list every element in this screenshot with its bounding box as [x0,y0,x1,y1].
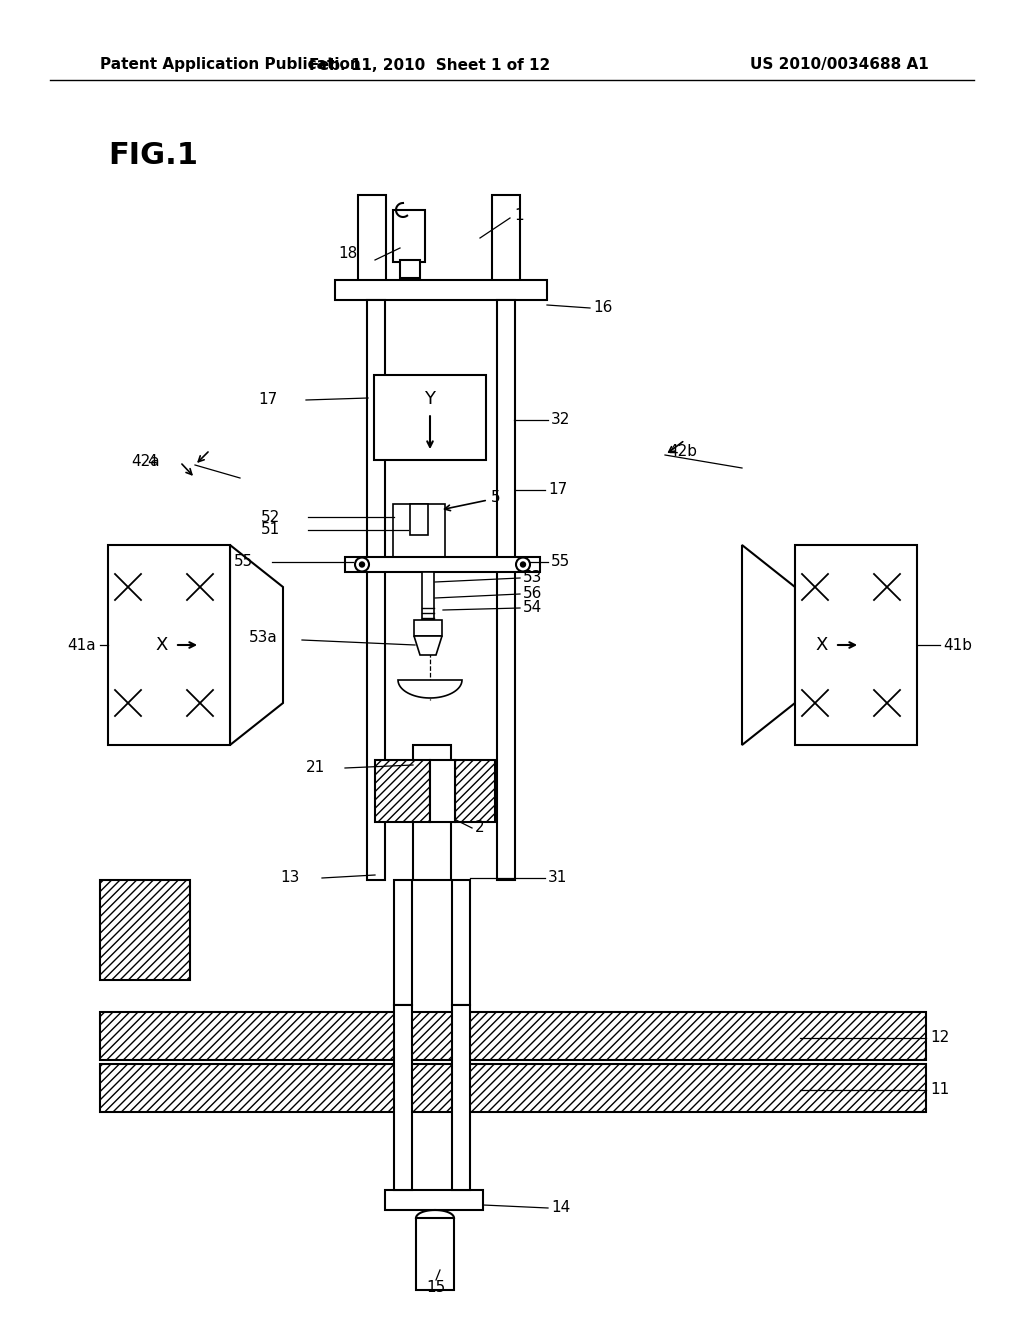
Text: X: X [156,636,168,653]
Text: 41a: 41a [68,638,96,652]
Text: 54: 54 [523,599,543,615]
Text: 12: 12 [930,1031,949,1045]
Bar [410,504,428,535]
Bar [422,572,434,620]
Text: 42b: 42b [668,445,697,459]
Bar [374,375,486,459]
Bar [400,260,420,279]
Bar [414,620,442,636]
Text: 14: 14 [551,1200,570,1216]
Bar [335,280,547,300]
Text: 21: 21 [306,760,325,776]
Text: 32: 32 [551,412,570,428]
Bar [375,760,430,822]
Bar [452,1005,470,1191]
Bar [100,1064,926,1111]
Text: 17: 17 [259,392,278,408]
Text: Y: Y [425,389,435,408]
Bar [393,504,445,562]
Text: Feb. 11, 2010  Sheet 1 of 12: Feb. 11, 2010 Sheet 1 of 12 [309,58,551,73]
Bar [394,880,412,1005]
Bar [430,760,455,822]
Polygon shape [398,680,462,698]
Bar [345,557,540,572]
Bar [416,1218,454,1290]
Text: 42a: 42a [131,454,160,470]
Bar [100,1012,926,1060]
Bar [108,545,230,744]
Text: 17: 17 [548,483,567,498]
Text: 16: 16 [593,301,612,315]
Text: 31: 31 [548,870,567,886]
Text: 13: 13 [281,870,300,886]
Polygon shape [230,545,283,744]
Circle shape [520,562,525,568]
Circle shape [359,562,365,568]
Text: 2: 2 [475,821,484,836]
Text: 15: 15 [426,1280,445,1295]
Bar [100,880,190,979]
Bar [385,1191,483,1210]
Text: 11: 11 [930,1082,949,1097]
Polygon shape [414,636,442,655]
Bar [795,545,918,744]
Bar [367,300,385,880]
Text: 56: 56 [523,586,543,601]
Bar [394,1005,412,1191]
Bar [393,210,425,261]
Text: FIG.1: FIG.1 [108,140,198,169]
Text: 41b: 41b [943,638,972,652]
Text: 51: 51 [261,523,280,537]
Text: 1: 1 [514,207,523,223]
Text: US 2010/0034688 A1: US 2010/0034688 A1 [750,58,929,73]
Bar [492,195,520,292]
Polygon shape [742,545,795,744]
Text: 5: 5 [490,490,501,504]
Text: 52: 52 [261,510,280,524]
Text: X: X [816,636,828,653]
Bar [413,744,451,880]
Bar [497,300,515,880]
Text: 18: 18 [339,247,358,261]
Text: 4: 4 [147,454,157,470]
Bar [452,880,470,1005]
Bar [455,760,495,822]
Text: 55: 55 [551,554,570,569]
Bar [358,195,386,292]
Text: 53a: 53a [249,631,278,645]
Text: Patent Application Publication: Patent Application Publication [100,58,360,73]
Text: 53: 53 [523,569,543,585]
Text: 55: 55 [233,554,253,569]
